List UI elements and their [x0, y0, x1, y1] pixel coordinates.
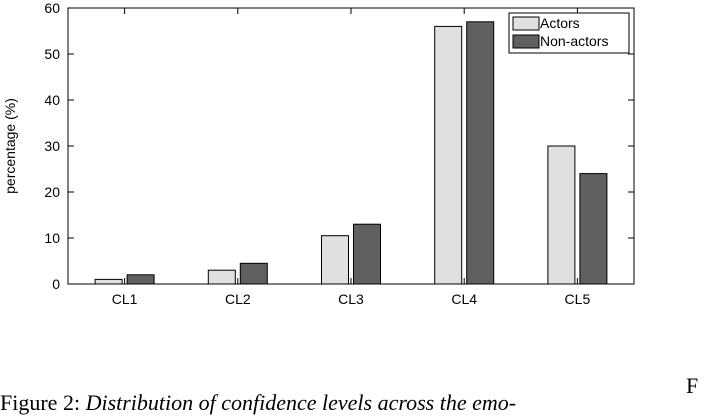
bar-non-actors-cl1	[126, 274, 155, 285]
bar-actors-cl5	[547, 145, 576, 285]
legend-swatch-non-actors	[512, 34, 540, 49]
x-tick-label-cl2: CL2	[225, 291, 251, 307]
bar-non-actors-cl4	[466, 21, 495, 285]
y-tick-label: 50	[44, 46, 60, 62]
bar-actors-cl1	[94, 278, 123, 285]
bars	[94, 21, 608, 285]
y-tick-label: 60	[44, 0, 60, 16]
figure-caption: Figure 2: Distribution of confidence lev…	[0, 390, 516, 416]
bar-non-actors-cl2	[239, 262, 268, 285]
legend-label-actors: Actors	[540, 15, 580, 31]
y-axis-ticks: 0 10 20 30 40 50 60	[44, 0, 634, 292]
y-tick-label: 10	[44, 230, 60, 246]
bar-non-actors-cl5	[579, 173, 608, 285]
y-tick-label: 20	[44, 184, 60, 200]
x-tick-label-cl1: CL1	[112, 291, 138, 307]
bar-chart: 0 10 20 30 40 50 60 CL1 CL2 CL3 CL4 CL5 percentage…	[2, 0, 635, 307]
y-tick-label: 0	[52, 276, 60, 292]
x-tick-label-cl5: CL5	[565, 291, 591, 307]
bar-non-actors-cl3	[353, 223, 381, 285]
bar-actors-cl4	[434, 25, 463, 285]
bar-actors-cl2	[207, 269, 236, 285]
caption-prefix: Figure 2:	[0, 390, 86, 415]
legend: Actors Non-actors	[508, 12, 630, 54]
legend-label-non-actors: Non-actors	[540, 33, 608, 49]
caption-text: Distribution of confidence levels across…	[85, 390, 517, 415]
bar-actors-cl3	[321, 235, 349, 285]
y-tick-label: 30	[44, 138, 60, 154]
legend-swatch-actors	[512, 16, 540, 31]
plot-frame	[67, 7, 635, 285]
edge-text: F	[686, 373, 699, 398]
x-axis-ticks: CL1 CL2 CL3 CL4 CL5	[112, 8, 591, 307]
y-tick-label: 40	[44, 92, 60, 108]
x-tick-label-cl3: CL3	[338, 291, 364, 307]
y-axis-label: percentage (%)	[2, 98, 18, 194]
x-tick-label-cl4: CL4	[451, 291, 477, 307]
